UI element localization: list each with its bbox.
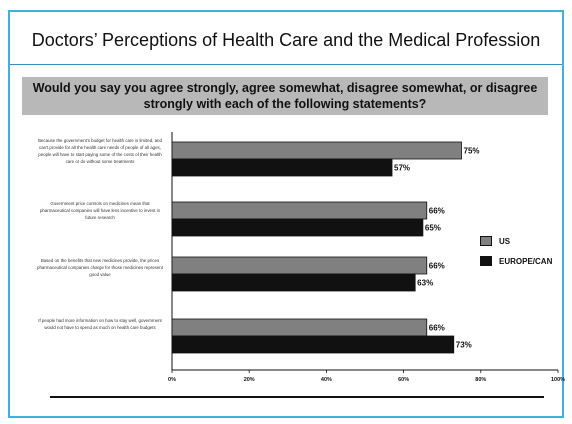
x-tick-label-5: 100% bbox=[551, 377, 565, 383]
title-band: Doctors’ Perceptions of Health Care and … bbox=[10, 12, 562, 65]
bar-us-4 bbox=[171, 318, 428, 337]
legend-swatch-europe bbox=[480, 256, 492, 266]
category-label-1: Because the government's budget for heal… bbox=[38, 138, 162, 164]
x-tick-label-4: 80% bbox=[475, 377, 486, 383]
survey-question: Would you say you agree strongly, agree … bbox=[22, 77, 548, 115]
bottom-rule bbox=[50, 396, 544, 398]
bar-chart: 75% 57% 66% 65% 66% 63% 66% 73% 0% 20% 40% 60% 80% 10… bbox=[168, 132, 565, 383]
x-tick-label-3: 60% bbox=[398, 377, 409, 383]
legend-swatch-us bbox=[480, 236, 492, 246]
bar-us-1 bbox=[171, 141, 462, 160]
bar-us-3 bbox=[171, 256, 428, 275]
category-label-2: Government price controls on medicines m… bbox=[39, 201, 161, 220]
x-tick-label-0: 0% bbox=[168, 377, 176, 383]
survey-question-text: Would you say you agree strongly, agree … bbox=[32, 81, 538, 111]
legend-item-europe: EUROPE/CAN bbox=[480, 256, 552, 266]
category-label-4: If people had more information on how to… bbox=[38, 318, 162, 330]
legend-label-us: US bbox=[499, 236, 511, 246]
category-label-3: Based on the benefits that new medicines… bbox=[37, 258, 163, 277]
chart-area: 75% 57% 66% 65% 66% 63% 66% 73% 0% 20% 40% 60% 80% 10… bbox=[10, 12, 566, 420]
data-label-europe-2: 65% bbox=[425, 224, 441, 233]
page-title: Doctors’ Perceptions of Health Care and … bbox=[31, 30, 541, 50]
data-label-europe-3: 63% bbox=[417, 279, 433, 288]
legend-label-europe: EUROPE/CAN bbox=[499, 256, 553, 266]
data-label-us-3: 66% bbox=[429, 262, 445, 271]
x-tick-label-2: 40% bbox=[321, 377, 332, 383]
x-tick-label-1: 20% bbox=[244, 377, 255, 383]
bar-europe-3 bbox=[171, 273, 416, 292]
data-label-us-2: 66% bbox=[429, 207, 445, 216]
data-label-europe-4: 73% bbox=[456, 341, 472, 350]
bar-europe-1 bbox=[171, 158, 393, 177]
bar-europe-2 bbox=[171, 218, 424, 237]
slide-frame: Doctors’ Perceptions of Health Care and … bbox=[8, 10, 566, 420]
bar-europe-4 bbox=[171, 335, 455, 354]
legend-item-us: US bbox=[480, 236, 510, 246]
bar-us-2 bbox=[171, 201, 428, 220]
data-label-europe-1: 57% bbox=[394, 164, 410, 173]
data-label-us-4: 66% bbox=[429, 324, 445, 333]
data-label-us-1: 75% bbox=[464, 147, 480, 156]
